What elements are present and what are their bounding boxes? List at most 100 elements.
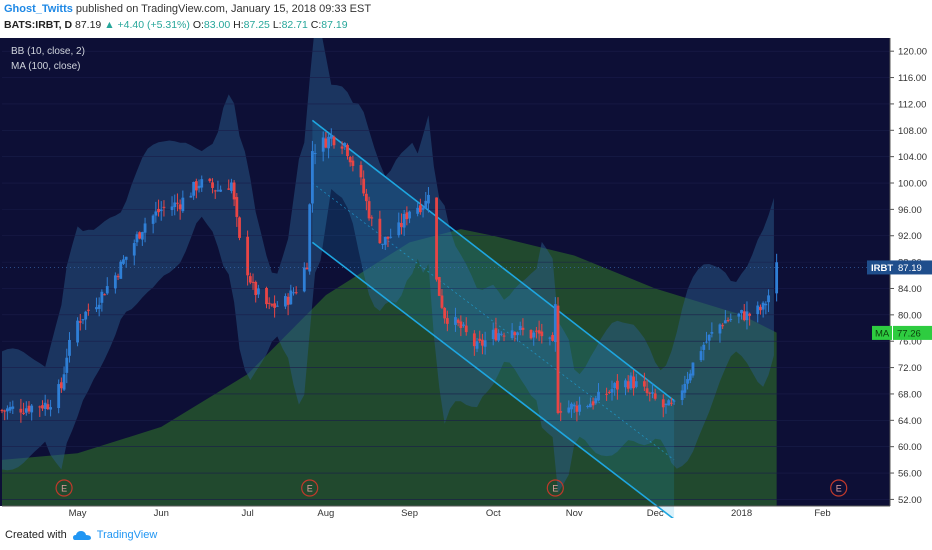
created-with: Created with (5, 529, 67, 541)
publish-line: Ghost_Twitts published on TradingView.co… (4, 3, 371, 15)
candle-body (578, 404, 582, 412)
candle-body (556, 305, 560, 413)
price-chart[interactable]: 52.00 56.00 60.00 64.00 68.00 72.00 76.00 80.00… (0, 38, 932, 518)
candle-body (362, 178, 366, 194)
price-tick-label: 104.00 (898, 152, 927, 163)
candle-body (232, 182, 236, 200)
candle-body (591, 401, 595, 406)
candle-body (284, 296, 287, 307)
candle-body (86, 309, 90, 311)
candle-body (645, 388, 649, 393)
candle-body (551, 335, 555, 341)
candle-body (691, 362, 695, 376)
candle-body (327, 136, 330, 149)
footer: Created with TradingView (5, 529, 157, 541)
candle-body (597, 391, 600, 401)
candle-body (84, 311, 88, 320)
price-tick-label: 84.00 (898, 284, 922, 295)
tradingview-brand[interactable]: TradingView (96, 529, 158, 541)
candle-body (475, 341, 479, 349)
candle-body (688, 373, 692, 381)
candle-body (116, 276, 120, 278)
candle-body (173, 202, 177, 208)
earnings-marker[interactable] (55, 479, 73, 497)
price-tick-label: 92.00 (898, 231, 922, 242)
candle-body (246, 236, 250, 276)
price-tick-label: 76.00 (898, 337, 922, 348)
candle-body (456, 319, 460, 323)
candle-body (767, 295, 770, 303)
candle-body (570, 403, 573, 410)
candle-body (748, 313, 752, 316)
ma-legend[interactable]: MA (100, close) (11, 61, 81, 72)
time-tick-label: Oct (486, 508, 501, 518)
candle-body (400, 222, 403, 228)
ma-value-label: 77.26 (897, 328, 921, 339)
candle-body (389, 236, 393, 238)
last-price: 87.19 (74, 19, 102, 31)
candle-body (343, 143, 347, 147)
candle-body (27, 405, 31, 412)
candle-body (634, 381, 638, 387)
earnings-marker[interactable] (301, 479, 319, 497)
candle-body (122, 259, 125, 264)
earnings-marker[interactable] (546, 479, 564, 497)
candle-body (626, 381, 630, 389)
candle-body (19, 408, 23, 413)
candle-body (537, 330, 541, 334)
candle-body (119, 261, 123, 279)
channel-upper-line[interactable] (311, 119, 675, 402)
candle-body (208, 178, 212, 182)
candle-body (294, 292, 298, 294)
candle-body (745, 311, 749, 321)
candle-body (219, 189, 223, 192)
candle-body (138, 232, 142, 239)
candle-body (211, 182, 214, 188)
candle-body (462, 324, 465, 326)
candle-body (78, 321, 82, 323)
candle-body (267, 302, 271, 304)
candle-body (213, 190, 217, 192)
candle-body (178, 204, 182, 210)
candle-body (502, 335, 506, 337)
earnings-marker[interactable] (830, 479, 848, 497)
bb-legend[interactable]: BB (10, close, 2) (11, 46, 85, 57)
candle-body (0, 410, 4, 412)
candle-body (729, 318, 733, 320)
candle-body (532, 332, 536, 338)
candle-body (251, 281, 255, 283)
candle-body (3, 410, 7, 412)
candle-body (192, 182, 196, 196)
candle-body (421, 207, 425, 210)
channel-lower-line[interactable] (311, 241, 674, 518)
candle-body (308, 204, 312, 272)
channel-mid-line[interactable] (312, 182, 675, 461)
candle-body (437, 277, 441, 296)
candle-body (651, 392, 654, 394)
candle-body (686, 379, 689, 384)
candle-body (723, 320, 727, 324)
candle-body (705, 341, 708, 343)
candle-body (481, 339, 484, 346)
time-axis-background (0, 506, 932, 518)
candle-body (699, 351, 703, 361)
price-label-badge (867, 260, 895, 275)
chart-area[interactable]: 52.00 56.00 60.00 64.00 68.00 72.00 76.00 80.00… (0, 38, 932, 518)
candle-body (151, 215, 155, 224)
candle-body (181, 197, 185, 212)
ma-symbol-label: MA (875, 328, 890, 339)
candle-body (586, 406, 590, 408)
candle-body (81, 319, 85, 321)
candle-body (46, 404, 50, 410)
candle-body (340, 146, 344, 149)
time-tick-label: Nov (566, 508, 583, 518)
time-tick-label: Aug (317, 508, 334, 518)
candle-body (607, 391, 611, 393)
author-link[interactable]: Ghost_Twitts (4, 3, 73, 15)
candle-body (324, 138, 328, 148)
close-label: C: (310, 19, 322, 31)
candle-body (170, 206, 174, 211)
candle-body (680, 390, 684, 400)
candle-body (270, 304, 274, 306)
candle-body (38, 406, 42, 408)
